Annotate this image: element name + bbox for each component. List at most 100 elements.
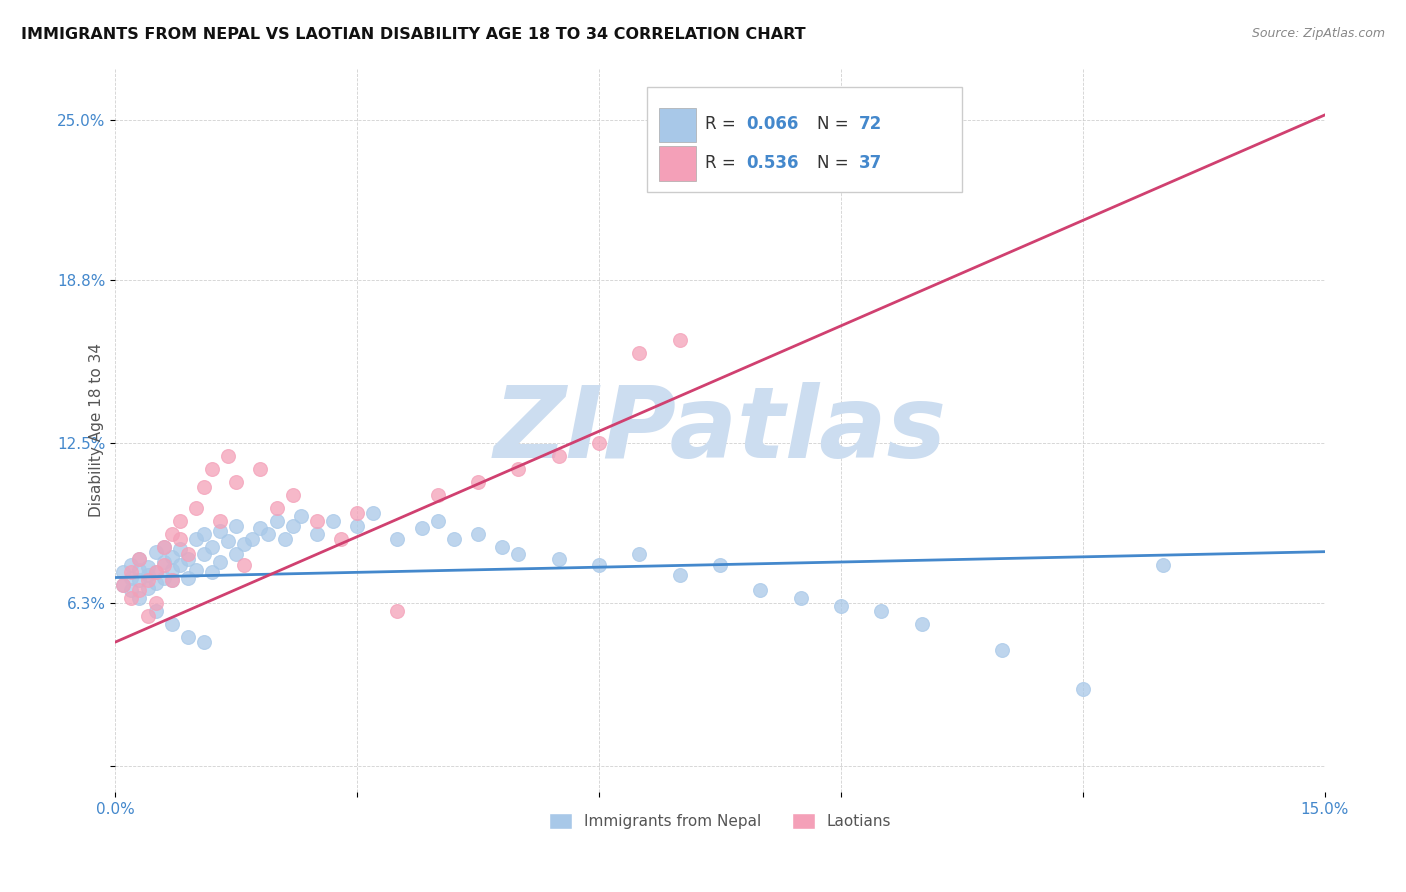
Point [467,475,489,489]
Point [128,573,150,587]
Point [136,609,159,624]
Point [152,540,174,554]
Point [152,555,174,569]
Point [169,558,191,572]
Point [160,563,183,577]
Point [136,581,159,595]
Point [426,488,449,502]
Point [668,333,690,347]
Point [120,570,142,584]
Point [120,583,142,598]
Point [136,568,159,582]
Point [305,514,328,528]
Text: N =: N = [817,115,853,133]
Point [217,449,239,463]
FancyBboxPatch shape [659,146,696,181]
Point [225,519,247,533]
Point [145,566,167,580]
Point [387,532,409,546]
Point [193,480,215,494]
Point [588,558,610,572]
Text: R =: R = [706,153,741,171]
Point [184,500,207,515]
Point [169,514,191,528]
Point [233,537,256,551]
Point [209,514,232,528]
Point [209,555,232,569]
Text: ZIPatlas: ZIPatlas [494,382,946,479]
Point [709,558,731,572]
Point [330,532,353,546]
Point [169,532,191,546]
Point [160,526,183,541]
Legend: Immigrants from Nepal, Laotians: Immigrants from Nepal, Laotians [543,806,897,835]
Point [177,570,200,584]
Point [209,524,232,538]
Point [249,462,271,476]
FancyBboxPatch shape [647,87,962,192]
Point [128,552,150,566]
Point [346,519,368,533]
Point [491,540,513,554]
Point [361,506,384,520]
Point [281,519,304,533]
Point [508,462,530,476]
Point [443,532,465,546]
Point [136,560,159,574]
Point [201,566,224,580]
Point [257,526,280,541]
Point [160,573,183,587]
Point [346,506,368,520]
Point [305,526,328,541]
Point [467,526,489,541]
Point [217,534,239,549]
Point [547,552,569,566]
Point [128,552,150,566]
Text: 37: 37 [859,153,883,171]
Point [201,540,224,554]
Text: Source: ZipAtlas.com: Source: ZipAtlas.com [1251,27,1385,40]
Point [233,558,256,572]
Point [628,345,651,359]
Point [120,566,142,580]
Point [177,547,200,561]
Point [184,532,207,546]
Point [128,563,150,577]
Point [225,475,247,489]
Point [508,547,530,561]
Text: R =: R = [706,115,741,133]
Point [145,575,167,590]
Point [169,542,191,557]
Point [177,630,200,644]
Point [128,583,150,598]
Point [193,547,215,561]
Point [870,604,893,618]
Point [588,436,610,450]
Point [152,558,174,572]
Point [145,566,167,580]
Point [193,526,215,541]
Point [112,578,135,592]
Point [160,573,183,587]
Point [991,643,1014,657]
Point [281,488,304,502]
Point [1152,558,1174,572]
Point [387,604,409,618]
Point [240,532,263,546]
Point [249,521,271,535]
Point [266,500,288,515]
Point [193,635,215,649]
Text: 72: 72 [859,115,883,133]
Point [426,514,449,528]
Point [128,591,150,606]
Point [201,462,224,476]
Point [749,583,772,598]
Point [322,514,344,528]
FancyBboxPatch shape [659,108,696,143]
Point [136,573,159,587]
Point [1071,681,1094,696]
Text: IMMIGRANTS FROM NEPAL VS LAOTIAN DISABILITY AGE 18 TO 34 CORRELATION CHART: IMMIGRANTS FROM NEPAL VS LAOTIAN DISABIL… [21,27,806,42]
Text: 0.536: 0.536 [747,153,799,171]
Point [411,521,433,535]
Y-axis label: Disability Age 18 to 34: Disability Age 18 to 34 [89,343,104,517]
